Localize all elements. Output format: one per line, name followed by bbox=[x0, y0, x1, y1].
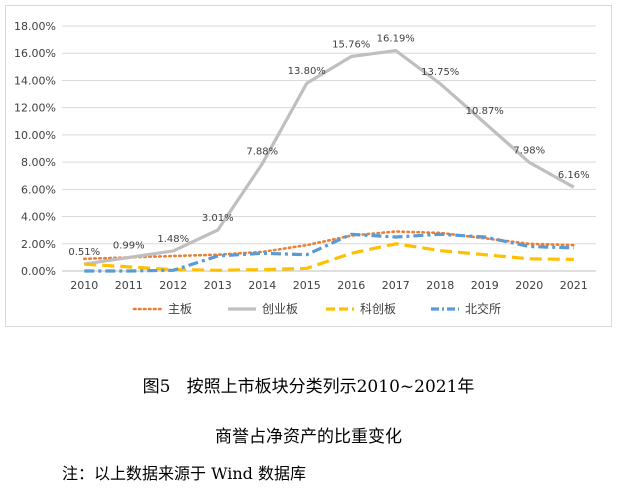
data-point bbox=[261, 162, 264, 165]
legend-label: 北交所 bbox=[465, 301, 501, 316]
data-point bbox=[305, 253, 308, 256]
x-tick-label: 2016 bbox=[337, 279, 365, 292]
source-note: 注：以上数据来源于 Wind 数据库 bbox=[62, 464, 307, 483]
y-tick-label: 0.00% bbox=[21, 265, 56, 278]
line-chart: 0.00% 2.00% 4.00% 6.00% 8.00% 10.00% 12.00% 14.… bbox=[14, 20, 596, 316]
legend-label: 主板 bbox=[168, 302, 192, 316]
data-point bbox=[261, 252, 264, 255]
data-label: 7.98% bbox=[513, 145, 545, 156]
y-tick-label: 10.00% bbox=[14, 129, 56, 142]
x-tick-label: 2012 bbox=[159, 279, 187, 292]
data-point bbox=[172, 269, 175, 272]
x-tick-label: 2013 bbox=[204, 279, 232, 292]
x-tick-label: 2011 bbox=[115, 279, 143, 292]
data-point bbox=[439, 82, 442, 85]
data-point bbox=[350, 55, 353, 58]
y-tick-label: 12.00% bbox=[14, 102, 56, 115]
data-point bbox=[439, 233, 442, 236]
data-point bbox=[216, 269, 219, 272]
data-point bbox=[305, 244, 308, 247]
x-tick-label: 2018 bbox=[426, 279, 454, 292]
data-point bbox=[528, 245, 531, 248]
data-point bbox=[483, 253, 486, 256]
data-point bbox=[172, 249, 175, 252]
x-tick-label: 2010 bbox=[70, 279, 98, 292]
data-label: 0.51% bbox=[68, 247, 100, 258]
data-point bbox=[572, 186, 575, 189]
data-point bbox=[83, 270, 86, 273]
data-label: 7.88% bbox=[246, 147, 278, 158]
data-label: 1.48% bbox=[157, 234, 189, 245]
y-tick-label: 6.00% bbox=[21, 183, 56, 196]
data-label: 6.16% bbox=[558, 170, 590, 181]
x-tick-label: 2021 bbox=[560, 279, 588, 292]
legend-label: 科创板 bbox=[360, 302, 396, 316]
y-tick-label: 14.00% bbox=[14, 74, 56, 87]
data-point bbox=[305, 82, 308, 85]
figure-caption-line-1: 图5 按照上市板块分类列示2010~2021年 bbox=[142, 377, 475, 397]
y-tick-label: 16.00% bbox=[14, 47, 56, 60]
chart-frame: 0.00% 2.00% 4.00% 6.00% 8.00% 10.00% 12.00% 14.… bbox=[5, 5, 612, 327]
data-point bbox=[528, 242, 531, 245]
series-line-3 bbox=[84, 232, 574, 273]
data-point bbox=[394, 49, 397, 52]
data-label: 10.87% bbox=[466, 106, 504, 117]
data-label: 13.75% bbox=[421, 67, 459, 78]
y-tick-label: 8.00% bbox=[21, 156, 56, 169]
data-point bbox=[127, 256, 130, 259]
data-point bbox=[305, 267, 308, 270]
data-point bbox=[572, 246, 575, 249]
data-point bbox=[572, 258, 575, 261]
data-point bbox=[350, 252, 353, 255]
data-point bbox=[127, 265, 130, 268]
x-tick-label: 2014 bbox=[248, 279, 276, 292]
data-point bbox=[528, 161, 531, 164]
data-label: 15.76% bbox=[332, 39, 370, 50]
data-point bbox=[483, 235, 486, 238]
data-point bbox=[394, 242, 397, 245]
x-tick-label: 2020 bbox=[515, 279, 543, 292]
data-point bbox=[528, 257, 531, 260]
data-point bbox=[483, 122, 486, 125]
data-point bbox=[572, 244, 575, 247]
data-label: 3.01% bbox=[202, 213, 234, 224]
data-point bbox=[83, 263, 86, 266]
y-tick-label: 2.00% bbox=[21, 238, 56, 251]
data-point bbox=[172, 255, 175, 258]
data-point bbox=[394, 230, 397, 233]
series-line-2 bbox=[84, 242, 574, 272]
y-tick-label: 18.00% bbox=[14, 20, 56, 33]
series-line-1 bbox=[84, 48, 575, 266]
data-point bbox=[350, 233, 353, 236]
data-label: 0.99% bbox=[113, 241, 145, 252]
data-point bbox=[216, 229, 219, 232]
x-tick-label: 2017 bbox=[382, 279, 410, 292]
data-point bbox=[394, 235, 397, 238]
data-label: 16.19% bbox=[377, 34, 415, 45]
x-tick-label: 2019 bbox=[471, 279, 499, 292]
x-tick-label: 2015 bbox=[293, 279, 321, 292]
data-point bbox=[261, 268, 264, 271]
figure-caption-line-2: 商誉占净资产的比重变化 bbox=[215, 427, 402, 447]
data-point bbox=[127, 270, 130, 273]
legend-label: 创业板 bbox=[262, 302, 298, 316]
data-point bbox=[216, 255, 219, 258]
data-point bbox=[439, 249, 442, 252]
data-label: 13.80% bbox=[288, 66, 326, 77]
y-tick-label: 4.00% bbox=[21, 211, 56, 224]
